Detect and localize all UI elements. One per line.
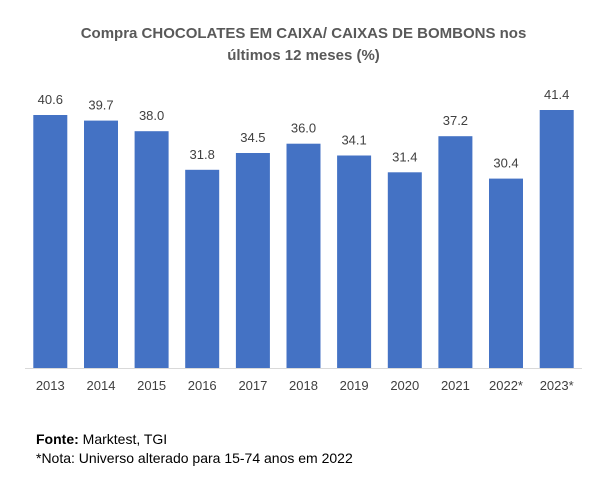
bar-2017 — [235, 153, 270, 368]
source-label: Fonte: — [36, 431, 79, 447]
x-tick-label: 2022* — [489, 378, 523, 393]
bar-2022-star — [489, 178, 523, 368]
data-label: 30.4 — [493, 156, 518, 171]
x-tick-label: 2015 — [137, 378, 166, 393]
x-tick-label: 2020 — [390, 378, 419, 393]
bar-2023-star — [539, 110, 574, 368]
note-line: *Nota: Universo alterado para 15-74 anos… — [36, 450, 353, 466]
bar-2014 — [84, 120, 118, 368]
x-tick-label: 2018 — [289, 378, 318, 393]
x-tick-label: 2017 — [238, 378, 267, 393]
source-line: Fonte: Marktest, TGI — [36, 430, 167, 448]
data-label: 36.0 — [291, 121, 316, 136]
data-label: 41.4 — [544, 87, 569, 102]
bar-2020 — [387, 172, 422, 368]
bar-2016 — [185, 169, 220, 368]
data-label: 40.6 — [38, 92, 63, 107]
data-label: 31.8 — [190, 147, 215, 162]
source-value: Marktest, TGI — [78, 431, 168, 447]
x-tick-label: 2013 — [36, 378, 65, 393]
x-tick-label: 2016 — [188, 378, 217, 393]
x-tick-label: 2019 — [340, 378, 369, 393]
data-label: 37.2 — [443, 113, 468, 128]
bar-2013 — [33, 115, 68, 368]
data-label: 38.0 — [139, 108, 164, 123]
data-label: 34.1 — [341, 133, 366, 148]
bar-2021 — [438, 136, 473, 368]
data-label: 34.5 — [240, 130, 265, 145]
x-tick-label: 2014 — [87, 378, 116, 393]
chart-title-line-1: Compra CHOCOLATES EM CAIXA/ CAIXAS DE BO… — [80, 25, 527, 42]
x-tick-label: 2023* — [540, 378, 574, 393]
data-label: 31.4 — [392, 149, 417, 164]
bar-2015 — [134, 131, 169, 368]
data-label: 39.7 — [88, 98, 113, 113]
x-tick-label: 2021 — [441, 378, 470, 393]
chart-title-line-2: últimos 12 meses (%) — [227, 47, 380, 64]
bar-2018 — [286, 143, 321, 368]
bar-2019 — [337, 155, 372, 368]
